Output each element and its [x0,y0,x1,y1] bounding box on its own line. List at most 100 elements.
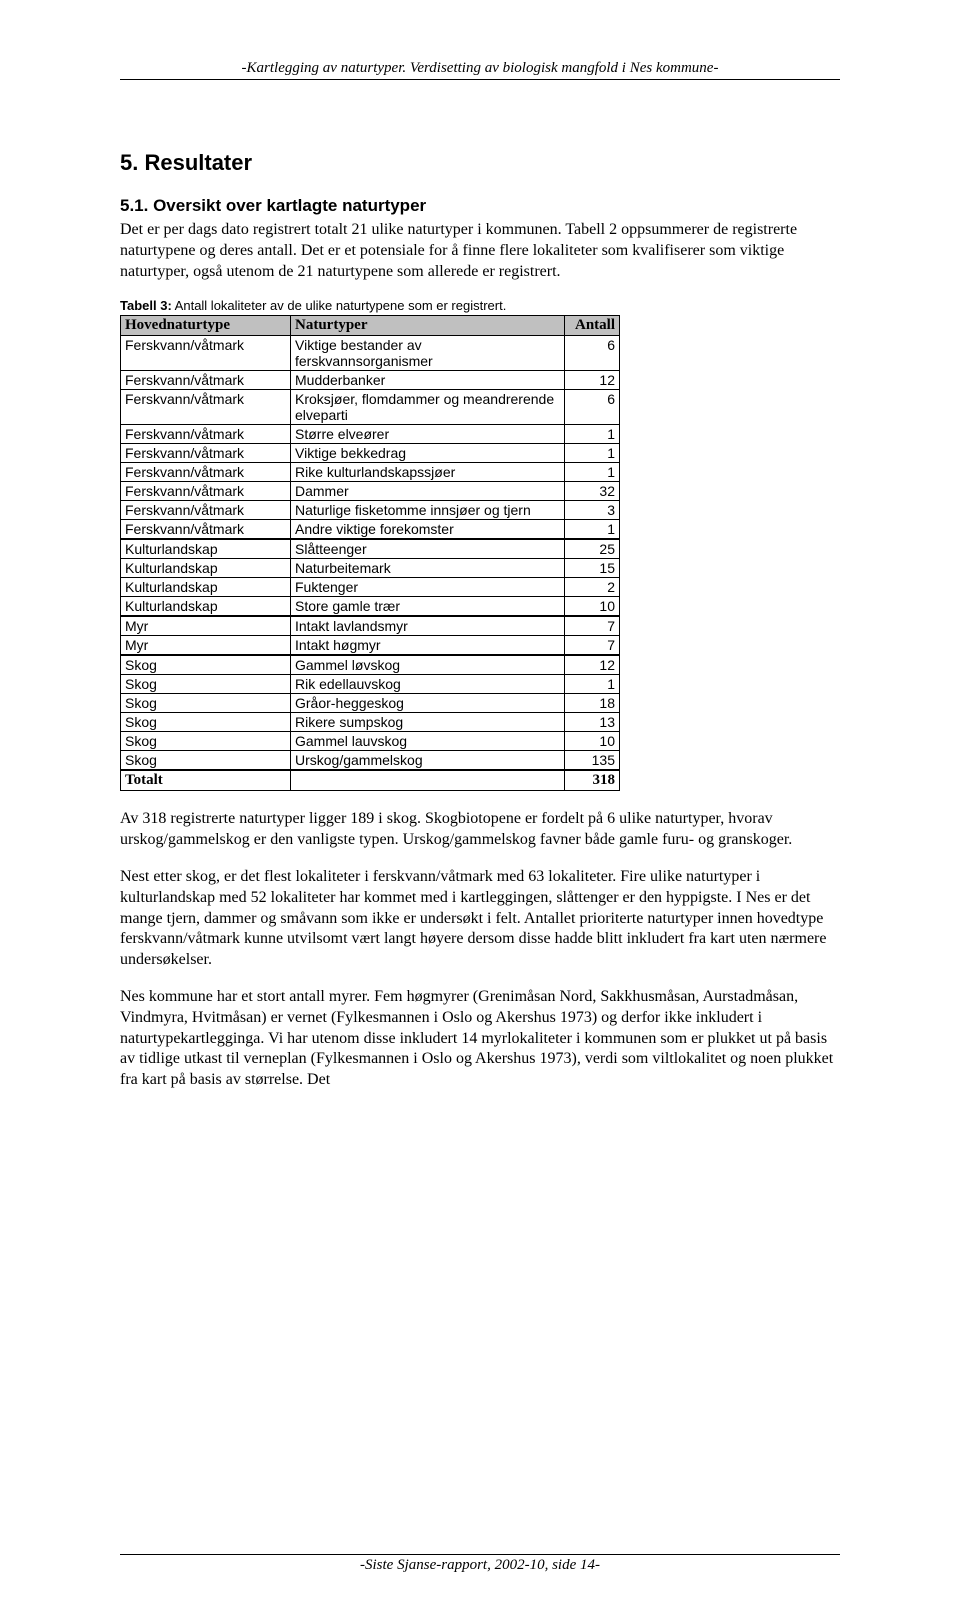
cell-hovednaturtype: Ferskvann/våtmark [121,520,291,540]
cell-antall: 6 [565,336,620,371]
cell-hovednaturtype: Ferskvann/våtmark [121,482,291,501]
table-row: KulturlandskapFuktenger2 [121,578,620,597]
table-header-row: Hovednaturtype Naturtyper Antall [121,316,620,336]
table-row: SkogRikere sumpskog13 [121,713,620,732]
cell-hovednaturtype: Myr [121,636,291,656]
cell-antall: 12 [565,371,620,390]
table-row: SkogGammel løvskog12 [121,655,620,675]
cell-hovednaturtype: Ferskvann/våtmark [121,463,291,482]
table-row: KulturlandskapStore gamle trær10 [121,597,620,617]
col-hovednaturtype: Hovednaturtype [121,316,291,336]
cell-antall: 135 [565,751,620,771]
cell-naturtyper: Urskog/gammelskog [291,751,565,771]
cell-naturtyper: Viktige bekkedrag [291,444,565,463]
cell-hovednaturtype: Kulturlandskap [121,539,291,559]
cell-hovednaturtype: Kulturlandskap [121,559,291,578]
cell-antall: 6 [565,390,620,425]
table-caption: Tabell 3: Antall lokaliteter av de ulike… [120,298,840,313]
table-row: SkogGråor-heggeskog18 [121,694,620,713]
paragraph-3: Nest etter skog, er det flest lokalitete… [120,867,840,971]
cell-naturtyper: Rik edellauvskog [291,675,565,694]
cell-antall: 3 [565,501,620,520]
cell-hovednaturtype: Ferskvann/våtmark [121,501,291,520]
table-row: KulturlandskapNaturbeitemark15 [121,559,620,578]
cell-naturtyper: Intakt lavlandsmyr [291,616,565,636]
table-row: SkogRik edellauvskog1 [121,675,620,694]
table-row: Ferskvann/våtmarkDammer32 [121,482,620,501]
cell-hovednaturtype: Ferskvann/våtmark [121,390,291,425]
cell-antall: 1 [565,425,620,444]
col-naturtyper: Naturtyper [291,316,565,336]
table-row: Ferskvann/våtmarkMudderbanker12 [121,371,620,390]
cell-naturtyper: Gammel lauvskog [291,732,565,751]
table-caption-text: Antall lokaliteter av de ulike naturtype… [172,298,507,313]
section-heading: 5. Resultater [120,150,840,176]
intro-paragraph: Det er per dags dato registrert totalt 2… [120,220,840,282]
cell-antall: 15 [565,559,620,578]
cell-naturtyper: Mudderbanker [291,371,565,390]
cell-antall: 1 [565,444,620,463]
cell-naturtyper: Intakt høgmyr [291,636,565,656]
table-row: MyrIntakt høgmyr7 [121,636,620,656]
cell-naturtyper: Andre viktige forekomster [291,520,565,540]
cell-antall: 25 [565,539,620,559]
table-row: Ferskvann/våtmarkStørre elveører1 [121,425,620,444]
cell-naturtyper: Naturbeitemark [291,559,565,578]
total-value: 318 [565,770,620,791]
table-total-row: Totalt 318 [121,770,620,791]
paragraph-4: Nes kommune har et stort antall myrer. F… [120,987,840,1091]
cell-hovednaturtype: Myr [121,616,291,636]
cell-naturtyper: Store gamle trær [291,597,565,617]
page-header: -Kartlegging av naturtyper. Verdisetting… [120,60,840,80]
total-label: Totalt [121,770,291,791]
cell-hovednaturtype: Skog [121,713,291,732]
table-row: Ferskvann/våtmarkKroksjøer, flomdammer o… [121,390,620,425]
cell-antall: 13 [565,713,620,732]
cell-naturtyper: Gammel løvskog [291,655,565,675]
cell-naturtyper: Gråor-heggeskog [291,694,565,713]
cell-hovednaturtype: Skog [121,732,291,751]
table-row: Ferskvann/våtmarkAndre viktige forekomst… [121,520,620,540]
cell-hovednaturtype: Kulturlandskap [121,597,291,617]
table-row: Ferskvann/våtmarkNaturlige fisketomme in… [121,501,620,520]
table-row: KulturlandskapSlåtteenger25 [121,539,620,559]
cell-antall: 18 [565,694,620,713]
cell-hovednaturtype: Ferskvann/våtmark [121,371,291,390]
cell-hovednaturtype: Skog [121,694,291,713]
cell-antall: 1 [565,463,620,482]
cell-naturtyper: Viktige bestander av ferskvannsorganisme… [291,336,565,371]
table-row: Ferskvann/våtmarkRike kulturlandskapssjø… [121,463,620,482]
table-row: SkogUrskog/gammelskog135 [121,751,620,771]
table-row: SkogGammel lauvskog10 [121,732,620,751]
cell-naturtyper: Rikere sumpskog [291,713,565,732]
cell-naturtyper: Kroksjøer, flomdammer og meandrerende el… [291,390,565,425]
cell-antall: 1 [565,675,620,694]
cell-antall: 2 [565,578,620,597]
cell-antall: 12 [565,655,620,675]
table-row: Ferskvann/våtmarkViktige bekkedrag1 [121,444,620,463]
cell-naturtyper: Fuktenger [291,578,565,597]
cell-naturtyper: Naturlige fisketomme innsjøer og tjern [291,501,565,520]
cell-naturtyper: Slåtteenger [291,539,565,559]
table-row: Ferskvann/våtmarkViktige bestander av fe… [121,336,620,371]
cell-naturtyper: Større elveører [291,425,565,444]
cell-antall: 10 [565,732,620,751]
cell-hovednaturtype: Ferskvann/våtmark [121,336,291,371]
table-row: MyrIntakt lavlandsmyr7 [121,616,620,636]
subsection-heading: 5.1. Oversikt over kartlagte naturtyper [120,196,840,216]
cell-hovednaturtype: Ferskvann/våtmark [121,444,291,463]
total-spacer [291,770,565,791]
cell-antall: 7 [565,616,620,636]
cell-antall: 7 [565,636,620,656]
cell-hovednaturtype: Skog [121,655,291,675]
cell-antall: 10 [565,597,620,617]
col-antall: Antall [565,316,620,336]
cell-hovednaturtype: Kulturlandskap [121,578,291,597]
cell-hovednaturtype: Skog [121,751,291,771]
cell-hovednaturtype: Skog [121,675,291,694]
cell-antall: 32 [565,482,620,501]
cell-naturtyper: Dammer [291,482,565,501]
cell-antall: 1 [565,520,620,540]
cell-hovednaturtype: Ferskvann/våtmark [121,425,291,444]
naturtype-table: Hovednaturtype Naturtyper Antall Ferskva… [120,315,620,791]
